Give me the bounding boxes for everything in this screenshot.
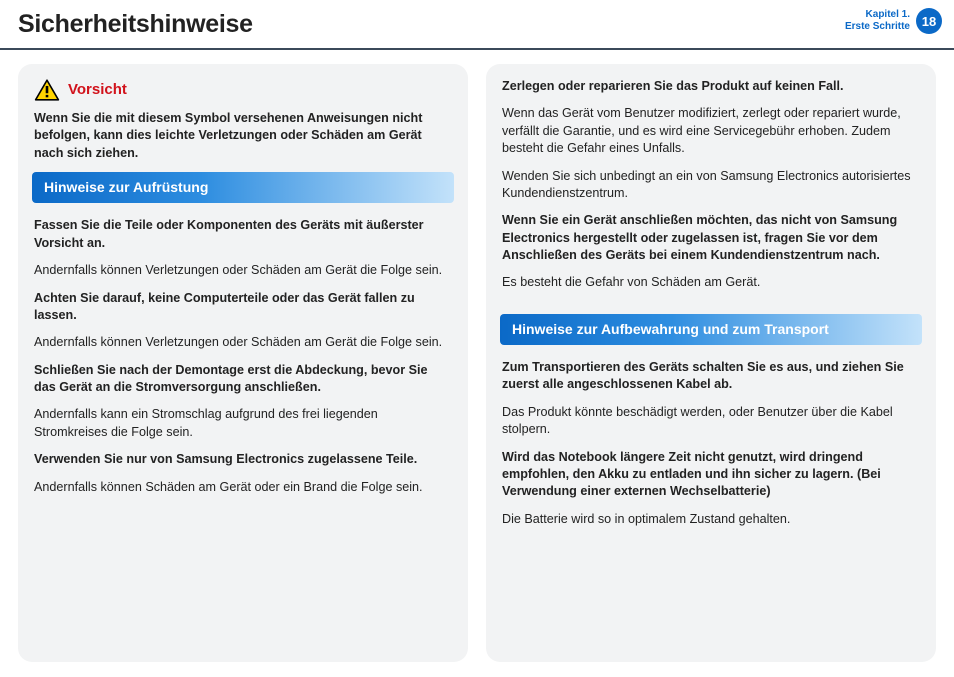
battery-p4: Die Batterie wird so in optimalem Zustan…	[502, 511, 920, 528]
transport-p3-bold: Zum Transportieren des Geräts schalten S…	[502, 359, 920, 394]
repair-p1b: Wenden Sie sich unbedingt an ein von Sam…	[502, 168, 920, 203]
page-number-badge: 18	[916, 8, 942, 34]
right-column: Zerlegen oder reparieren Sie das Produkt…	[486, 64, 936, 662]
battery-p4-bold: Wird das Notebook längere Zeit nicht gen…	[502, 449, 920, 501]
chapter-line-1: Kapitel 1.	[845, 9, 910, 21]
section-header-transport: Hinweise zur Aufbewahrung und zum Transp…	[500, 314, 922, 345]
connect-p2: Es besteht die Gefahr von Schäden am Ger…	[502, 274, 920, 291]
upgrade-p3-bold: Schließen Sie nach der Demontage erst di…	[34, 362, 452, 397]
section-header-upgrade: Hinweise zur Aufrüstung	[32, 172, 454, 203]
upgrade-p2-bold: Achten Sie darauf, keine Computerteile o…	[34, 290, 452, 325]
upgrade-p1: Andernfalls können Verletzungen oder Sch…	[34, 262, 452, 279]
content-area: Vorsicht Wenn Sie die mit diesem Symbol …	[0, 50, 954, 672]
chapter-line-2: Erste Schritte	[845, 21, 910, 33]
upgrade-p1-bold: Fassen Sie die Teile oder Komponenten de…	[34, 217, 452, 252]
warning-triangle-icon	[34, 78, 60, 102]
caution-heading: Vorsicht	[34, 78, 452, 102]
transport-p3: Das Produkt könnte beschädigt werden, od…	[502, 404, 920, 439]
repair-p1a: Wenn das Gerät vom Benutzer modifiziert,…	[502, 105, 920, 157]
caution-label: Vorsicht	[68, 80, 127, 101]
repair-p1-bold: Zerlegen oder reparieren Sie das Produkt…	[502, 78, 920, 95]
upgrade-p4-bold: Verwenden Sie nur von Samsung Electronic…	[34, 451, 452, 468]
upgrade-p4: Andernfalls können Schäden am Gerät oder…	[34, 479, 452, 496]
chapter-text: Kapitel 1. Erste Schritte	[845, 9, 910, 33]
caution-description: Wenn Sie die mit diesem Symbol versehene…	[34, 110, 452, 162]
left-column: Vorsicht Wenn Sie die mit diesem Symbol …	[18, 64, 468, 662]
page-header: Sicherheitshinweise Kapitel 1. Erste Sch…	[0, 0, 954, 50]
connect-p2-bold: Wenn Sie ein Gerät anschließen möchten, …	[502, 212, 920, 264]
upgrade-p3: Andernfalls kann ein Stromschlag aufgrun…	[34, 406, 452, 441]
chapter-block: Kapitel 1. Erste Schritte 18	[845, 8, 942, 34]
page-title: Sicherheitshinweise	[18, 10, 253, 39]
upgrade-p2: Andernfalls können Verletzungen oder Sch…	[34, 334, 452, 351]
